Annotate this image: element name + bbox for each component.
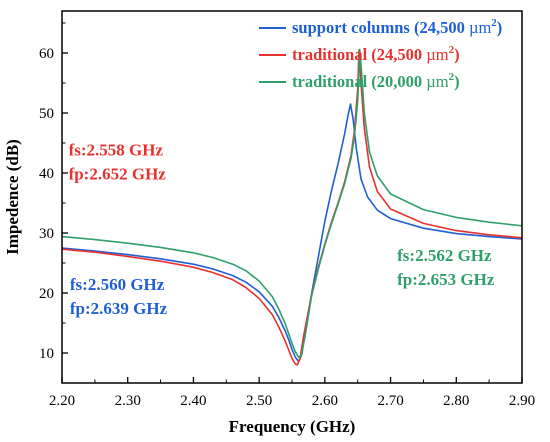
x-tick-label: 2.30: [115, 393, 141, 409]
legend-entry: traditional (24,500 µm2): [292, 44, 460, 64]
annotation-label: fs:2.560 GHz: [70, 275, 165, 294]
y-tick-label: 50: [39, 106, 54, 122]
x-tick-label: 2.80: [443, 393, 469, 409]
x-tick-labels: 2.20 2.30 2.40 2.50 2.60 2.70 2.80 2.90: [49, 393, 535, 409]
legend-entry: traditional (20,000 µm2): [292, 71, 460, 91]
y-tick-label: 40: [39, 166, 54, 182]
series-lines: [61, 48, 523, 366]
x-tick-label: 2.50: [246, 393, 272, 409]
annotation-label: fp:2.653 GHz: [397, 270, 495, 289]
annotation-label: fs:2.562 GHz: [397, 246, 492, 265]
x-tick-label: 2.40: [180, 393, 206, 409]
x-tick-label: 2.60: [312, 393, 338, 409]
legend-entry: support columns (24,500 µm2): [292, 17, 502, 37]
y-tick-label: 20: [39, 286, 54, 302]
y-axis-title: Impedence (dB): [3, 139, 22, 255]
annotation-label: fp:2.652 GHz: [69, 165, 167, 184]
legend: support columns (24,500 µm2) traditional …: [259, 17, 502, 91]
x-axis-title: Frequency (GHz): [229, 417, 356, 436]
annotations: fs:2.558 GHz fp:2.652 GHz fs:2.560 GHz fp:2…: [69, 141, 495, 318]
annotation-label: fp:2.639 GHz: [70, 299, 168, 318]
x-tick-label: 2.90: [509, 393, 535, 409]
y-tick-label: 10: [39, 346, 54, 362]
y-tick-labels: 10 20 30 40 50 60: [39, 46, 54, 362]
plot-frame: [61, 10, 523, 384]
x-tick-label: 2.20: [49, 393, 75, 409]
x-tick-label: 2.70: [377, 393, 403, 409]
annotation-label: fs:2.558 GHz: [69, 141, 164, 160]
y-tick-label: 30: [39, 226, 54, 242]
series-line-3: [61, 48, 523, 359]
y-tick-label: 60: [39, 46, 54, 62]
